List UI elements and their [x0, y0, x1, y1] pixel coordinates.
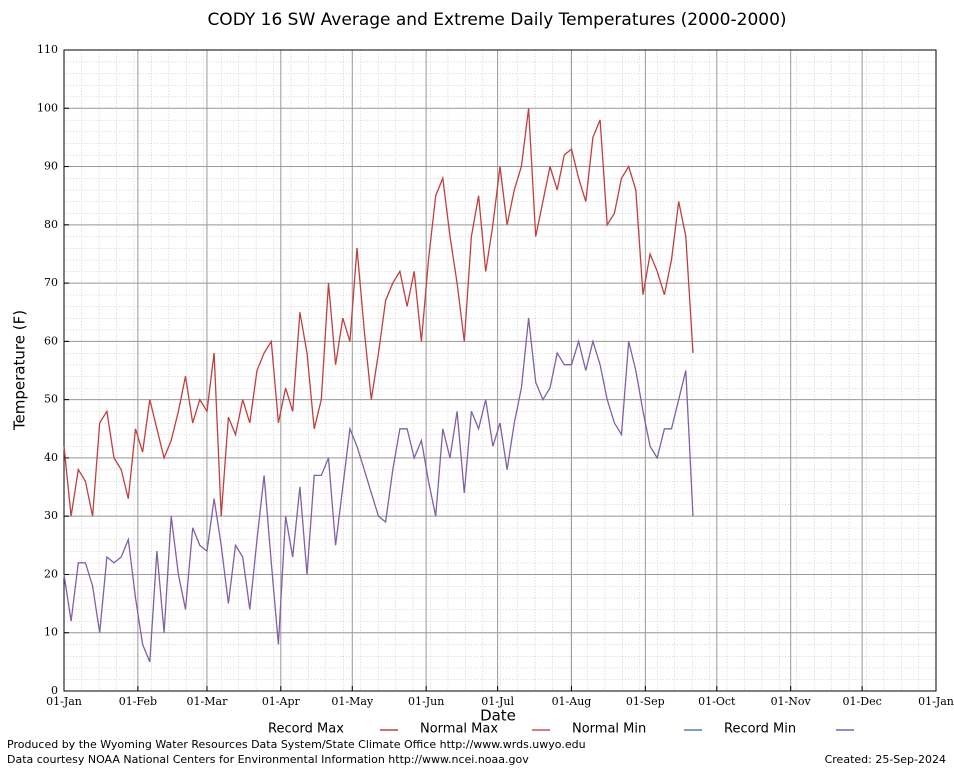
y-tick-label: 30 [44, 509, 58, 522]
minor-grid [64, 50, 936, 691]
data-line [63, 318, 694, 663]
y-tick-label: 100 [37, 101, 58, 114]
x-tick-label: 01-Jan [46, 695, 82, 708]
y-tick-label: 110 [37, 43, 58, 56]
x-tick-label: 01-Nov [771, 695, 812, 708]
legend-label: Normal Max [420, 722, 498, 737]
y-tick-label: 90 [44, 160, 58, 173]
x-tick-label: 01-Dec [843, 695, 882, 708]
legend-label: Record Max [268, 722, 344, 737]
y-tick-label: 60 [44, 334, 58, 347]
legend-label: Normal Min [572, 722, 646, 737]
x-tick-label: 01-Jul [481, 695, 514, 708]
y-tick-label: 70 [44, 276, 58, 289]
x-tick-label: 01-Oct [698, 695, 736, 708]
x-tick-label: 01-Jun [408, 695, 444, 708]
credit: Data courtesy NOAA National Centers for … [7, 753, 529, 766]
x-tick-label: 01-Apr [262, 695, 301, 708]
credit: Produced by the Wyoming Water Resources … [7, 738, 586, 751]
data-line [63, 108, 694, 517]
x-axis-label: Date [480, 707, 516, 725]
chart-title: CODY 16 SW Average and Extreme Daily Tem… [207, 10, 786, 30]
x-tick-label: 01-Feb [119, 695, 157, 708]
x-tick-label: 01-Mar [187, 695, 229, 708]
y-tick-label: 0 [51, 684, 58, 697]
x-tick-label: 01-May [331, 695, 374, 708]
x-tick-label: 01-Jan [918, 695, 954, 708]
plot-frame [63, 49, 937, 692]
x-tick-label: 01-Sep [626, 695, 665, 708]
y-tick-label: 40 [44, 451, 58, 464]
y-tick-label: 20 [44, 567, 58, 580]
y-tick-label: 50 [44, 393, 58, 406]
y-tick-label: 80 [44, 218, 58, 231]
x-tick-label: 01-Aug [552, 695, 592, 708]
created-date: Created: 25-Sep-2024 [825, 753, 946, 766]
y-tick-label: 10 [44, 626, 58, 639]
legend-label: Record Min [724, 722, 796, 737]
y-axis-label: Temperature (F) [11, 310, 29, 431]
